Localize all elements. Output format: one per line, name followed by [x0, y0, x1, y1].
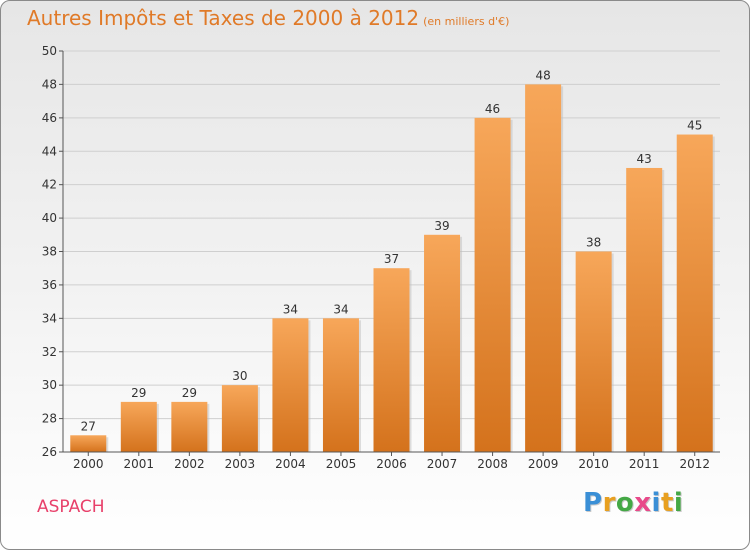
data-label: 34	[333, 302, 348, 316]
x-tick-label: 2004	[275, 457, 306, 471]
y-tick-label: 42	[42, 178, 57, 192]
y-tick-label: 44	[42, 144, 57, 158]
data-label: 45	[687, 119, 702, 133]
x-tick-label: 2009	[528, 457, 559, 471]
bar-2007	[424, 234, 461, 452]
data-label: 29	[131, 386, 146, 400]
bar-2003	[221, 385, 258, 452]
x-tick-label: 2003	[225, 457, 256, 471]
bar-2012	[676, 134, 713, 452]
x-tick-label: 2008	[477, 457, 508, 471]
x-tick-label: 2002	[174, 457, 205, 471]
place-name: ASPACH	[37, 497, 105, 517]
logo-letter: x	[634, 488, 652, 518]
y-tick-label: 34	[42, 311, 57, 325]
bar-2011	[626, 167, 663, 453]
bar-2008	[474, 117, 511, 452]
title-unit: (en milliers d'€)	[423, 15, 510, 28]
bar-2006	[373, 268, 410, 452]
data-label: 38	[586, 236, 601, 250]
x-tick-label: 2000	[73, 457, 104, 471]
bar-2000	[70, 435, 107, 452]
x-tick-label: 2005	[326, 457, 357, 471]
data-label: 37	[384, 252, 399, 266]
y-tick-label: 26	[42, 445, 57, 459]
bar-2005	[322, 318, 359, 452]
logo-letter: i	[651, 488, 661, 518]
bar-2004	[272, 318, 309, 452]
bar-2009	[525, 84, 562, 453]
data-label: 27	[81, 419, 96, 433]
y-tick-label: 50	[42, 44, 57, 58]
x-tick-label: 2006	[376, 457, 407, 471]
x-tick-label: 2012	[679, 457, 710, 471]
proxiti-logo[interactable]: Proxiti	[583, 488, 683, 518]
y-tick-label: 28	[42, 412, 57, 426]
logo-letter: P	[583, 488, 603, 518]
data-label: 34	[283, 302, 298, 316]
y-tick-label: 46	[42, 111, 57, 125]
data-label: 30	[232, 369, 247, 383]
y-tick-label: 38	[42, 245, 57, 259]
logo-letter: o	[615, 488, 635, 518]
y-tick-label: 40	[42, 211, 57, 225]
data-label: 43	[637, 152, 652, 166]
bar-2001	[120, 401, 157, 452]
bars: 27 29 29 30 34 34 37 39 46 48 38 43 45	[70, 68, 715, 453]
y-tick-label: 36	[42, 278, 57, 292]
logo-letter: i	[673, 488, 684, 518]
axes: 26 28 30 32 34 36 38 40 42 44 46 48 50 2000 2001 2002 20…	[42, 44, 720, 471]
data-label: 46	[485, 102, 500, 116]
x-tick-label: 2007	[427, 457, 458, 471]
logo-letter: t	[660, 488, 674, 518]
y-tick-label: 48	[42, 77, 57, 91]
y-tick-label: 30	[42, 378, 57, 392]
data-label: 48	[535, 68, 550, 82]
x-tick-label: 2011	[629, 457, 660, 471]
x-tick-label: 2001	[124, 457, 155, 471]
chart-title: Autres Impôts et Taxes de 2000 à 2012 (en…	[27, 6, 509, 30]
data-label: 29	[182, 386, 197, 400]
title-text: Autres Impôts et Taxes de 2000 à 2012	[27, 6, 420, 30]
x-tick-label: 2010	[578, 457, 609, 471]
bar-2010	[575, 251, 612, 452]
data-label: 39	[434, 219, 449, 233]
logo-letter: r	[602, 488, 616, 518]
y-tick-label: 32	[42, 345, 57, 359]
bar-2002	[171, 401, 208, 452]
